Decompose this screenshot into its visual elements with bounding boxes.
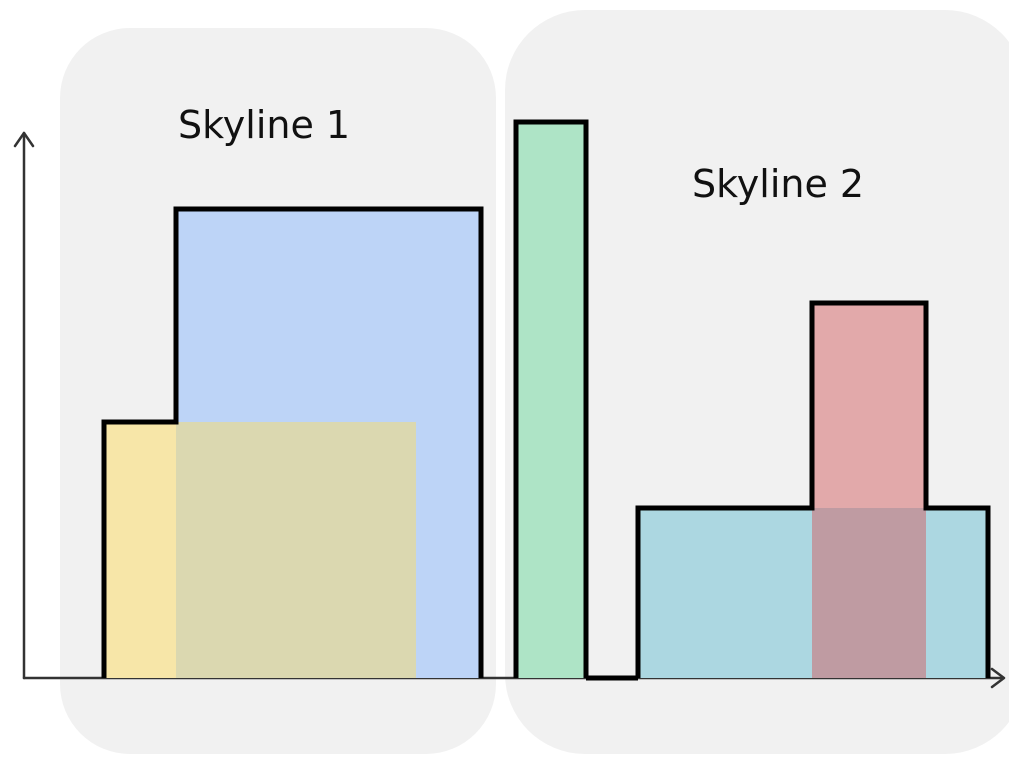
y-axis-arrowhead xyxy=(13,131,35,148)
skyline-1-outline xyxy=(101,206,484,678)
skyline-2-outline xyxy=(635,300,991,678)
building-overlap-red-cyan xyxy=(812,508,926,678)
skyline-2-label: Skyline 2 xyxy=(692,162,864,206)
building-overlap-yellow-blue xyxy=(176,422,416,678)
building-green xyxy=(516,122,586,678)
skyline-outlines xyxy=(101,119,991,681)
x-axis-arrowhead xyxy=(990,667,1006,689)
skyline-1-label: Skyline 1 xyxy=(178,103,350,147)
green-tower-outline xyxy=(513,119,589,678)
